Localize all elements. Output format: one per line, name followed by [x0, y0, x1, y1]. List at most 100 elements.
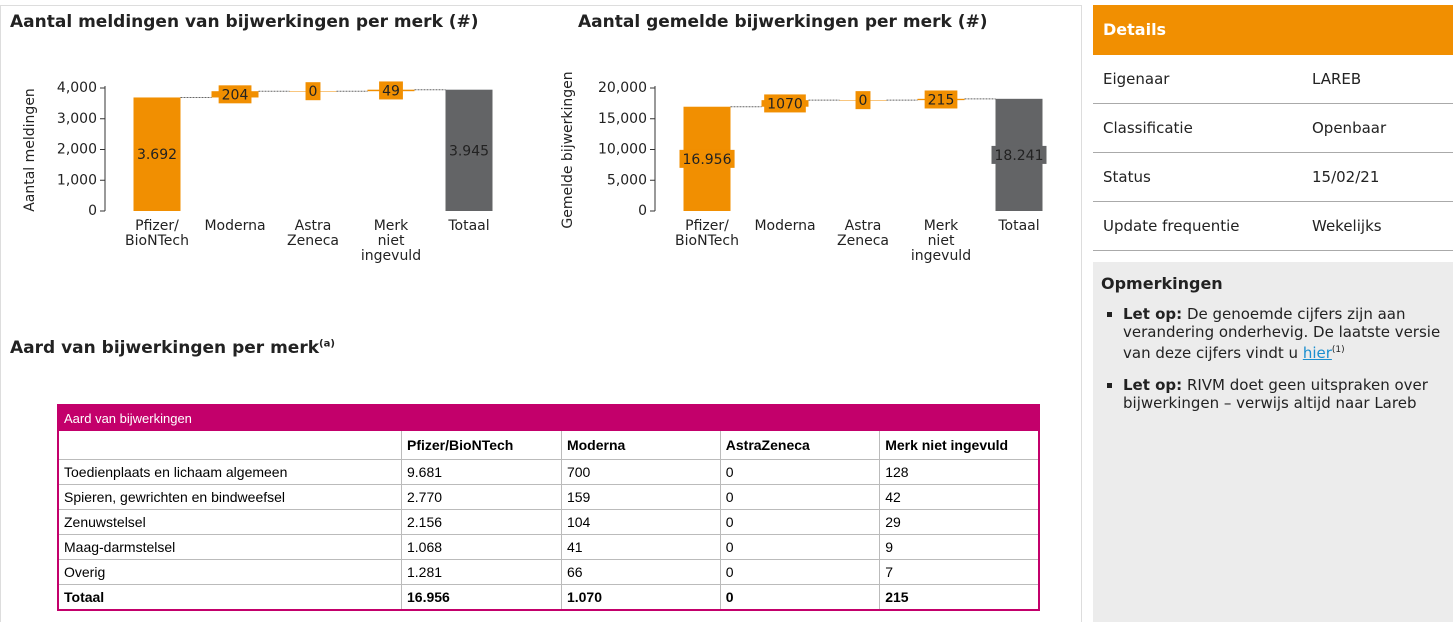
- details-value: 15/02/21: [1312, 168, 1380, 186]
- remark-text: De genoemde cijfers zijn aan verandering…: [1123, 305, 1441, 362]
- cell: 7: [879, 559, 1040, 585]
- value-label: 3.692: [137, 147, 177, 163]
- details-row: Classificatie Openbaar: [1093, 104, 1453, 153]
- cell: 66: [560, 559, 721, 585]
- details-key: Eigenaar: [1103, 70, 1170, 88]
- remarks-list: Let op: De genoemde cijfers zijn aan ver…: [1093, 305, 1453, 412]
- details-value: Openbaar: [1312, 119, 1387, 137]
- y-tick-label: 4,000: [57, 80, 97, 96]
- cell: 1.068: [401, 534, 562, 560]
- caption-row: Aard van bijwerkingen: [57, 404, 1040, 431]
- row: Overig 1.281 66 0 7: [57, 559, 1040, 585]
- remark: Let op: De genoemde cijfers zijn aan ver…: [1123, 305, 1453, 362]
- y-tick-label: 1,000: [57, 172, 97, 188]
- header-cell: Moderna: [560, 430, 721, 460]
- cell: Spieren, gewrichten en bindweefsel: [57, 484, 402, 510]
- x-tick-label: Merk niet ingevuld: [911, 218, 971, 264]
- value-label-bg: [133, 145, 181, 164]
- details-value: LAREB: [1312, 70, 1362, 88]
- value-label: 16.956: [683, 152, 732, 168]
- value-label: 215: [928, 92, 955, 108]
- cell: 2.770: [401, 484, 562, 510]
- caption: Aard van bijwerkingen: [57, 404, 1040, 431]
- cell: 9.681: [401, 459, 562, 485]
- chart-title: Aantal meldingen van bijwerkingen per me…: [10, 12, 479, 32]
- value-label: 3.945: [449, 143, 489, 159]
- y-tick-label: 3,000: [57, 111, 97, 127]
- row: Spieren, gewrichten en bindweefsel 2.770 1…: [57, 484, 1040, 510]
- cell: 700: [560, 459, 721, 485]
- header-cell: [57, 430, 402, 460]
- cell: Zenuwstelsel: [57, 509, 402, 535]
- header-cell: Merk niet ingevuld: [879, 430, 1040, 460]
- value-label-bg: [764, 94, 806, 113]
- y-tick-label: 5,000: [607, 172, 647, 188]
- x-tick-label: Totaal: [447, 218, 489, 234]
- y-axis-label: Aantal meldingen: [22, 88, 38, 212]
- table-title: Aard van bijwerkingen per merk(a): [10, 338, 335, 358]
- cell: 0: [719, 459, 881, 485]
- chart-title: Aantal gemelde bijwerkingen per merk (#): [578, 12, 988, 32]
- value-label: 204: [222, 87, 249, 103]
- y-tick-label: 0: [638, 203, 647, 219]
- table: Aard van bijwerkingen Pfizer/BioNTech Mode…: [57, 404, 1040, 611]
- x-tick-label: Astra Zeneca: [287, 218, 339, 249]
- value-label-bg: [445, 141, 493, 160]
- cell: 0: [719, 484, 881, 510]
- cell: 128: [879, 459, 1040, 485]
- value-label-bg: [679, 149, 735, 168]
- details-row: Eigenaar LAREB: [1093, 55, 1453, 104]
- details-key: Status: [1103, 168, 1151, 186]
- details-value: Wekelijks: [1312, 217, 1382, 235]
- cell: Toedienplaats en lichaam algemeen: [57, 459, 402, 485]
- details-title: Details: [1093, 5, 1453, 55]
- cell: 0: [719, 509, 881, 535]
- value-label-bg: [379, 81, 403, 100]
- remark-label: Let op:: [1123, 376, 1183, 394]
- cell: 0: [719, 559, 881, 585]
- x-tick-label: Moderna: [204, 218, 265, 234]
- header-cell: Pfizer/BioNTech: [401, 430, 562, 460]
- cell: 159: [560, 484, 721, 510]
- remark-link[interactable]: hier: [1302, 344, 1332, 362]
- cell: 0: [719, 584, 881, 611]
- remarks: Opmerkingen Let op: De genoemde cijfers z…: [1093, 262, 1453, 622]
- cell: 42: [879, 484, 1040, 510]
- frame: [0, 5, 1082, 622]
- remark-note: (1): [1331, 345, 1345, 355]
- details-row: Update frequentie Wekelijks: [1093, 202, 1453, 251]
- cell: Overig: [57, 559, 402, 585]
- details: Details Eigenaar LAREB Classificatie Openbaa…: [1093, 5, 1453, 251]
- row: Maag-darmstelsel 1.068 41 0 9: [57, 534, 1040, 560]
- y-tick-label: 10,000: [598, 142, 647, 158]
- value-label-bg: [218, 85, 252, 104]
- y-tick-label: 15,000: [598, 111, 647, 127]
- value-label-bg: [855, 91, 871, 110]
- y-axis-label: Gemelde bijwerkingen: [560, 71, 576, 228]
- details-key: Classificatie: [1103, 119, 1193, 137]
- charts: Aantal meldingen van bijwerkingen per me…: [10, 12, 1047, 264]
- x-tick-label: Merk niet ingevuld: [361, 218, 421, 264]
- title-note: (a): [319, 338, 335, 350]
- x-tick-label: Totaal: [997, 218, 1039, 234]
- row: Totaal 16.956 1.070 0 215: [57, 584, 1040, 611]
- value-label-bg: [305, 82, 321, 101]
- cell: 2.156: [401, 509, 562, 535]
- cell: 0: [719, 534, 881, 560]
- remark-text: RIVM doet geen uitspraken over bijwerkin…: [1123, 376, 1428, 412]
- x-tick-label: Astra Zeneca: [837, 218, 889, 249]
- details-key: Update frequentie: [1103, 217, 1240, 235]
- row: Zenuwstelsel 2.156 104 0 29: [57, 509, 1040, 535]
- value-label-bg: [924, 90, 958, 109]
- value-label-bg: [991, 145, 1047, 164]
- cell: Maag-darmstelsel: [57, 534, 402, 560]
- remark: Let op: RIVM doet geen uitspraken over b…: [1123, 376, 1453, 412]
- value-label: 49: [382, 83, 400, 99]
- cell: 9: [879, 534, 1040, 560]
- cell: 29: [879, 509, 1040, 535]
- x-tick-label: Pfizer/BioNTech: [125, 218, 189, 249]
- cell: 215: [879, 584, 1040, 611]
- cell: 41: [560, 534, 721, 560]
- x-tick-label: Pfizer/BioNTech: [675, 218, 739, 249]
